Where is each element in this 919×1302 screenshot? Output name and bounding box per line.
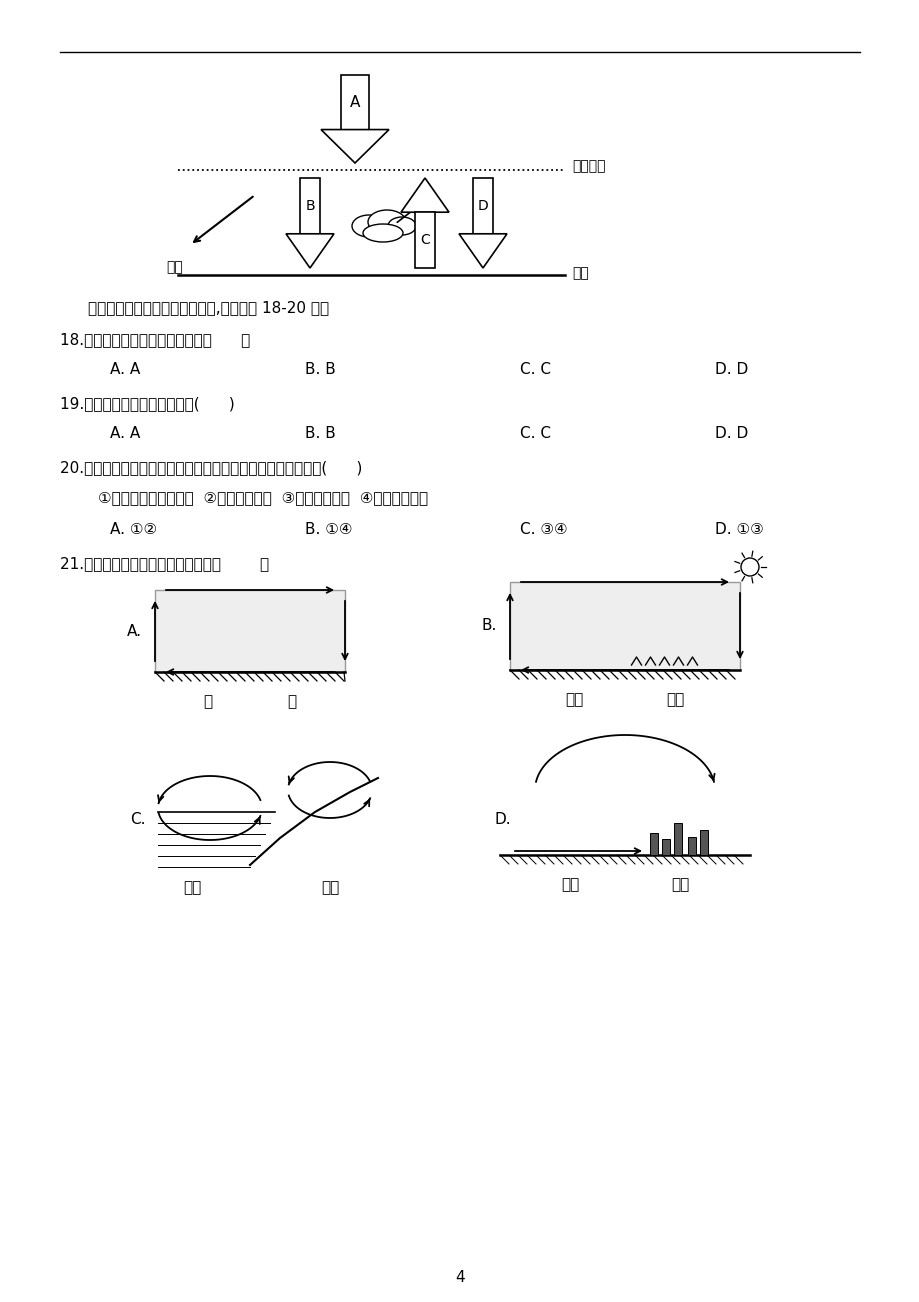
Text: 冷: 冷 <box>203 694 212 710</box>
Bar <box>650 833 657 855</box>
Text: 18.图中字母表示大气逆辐射的是（      ）: 18.图中字母表示大气逆辐射的是（ ） <box>60 332 250 348</box>
Text: A. A: A. A <box>110 426 140 441</box>
Bar <box>472 178 493 234</box>
Bar <box>154 590 345 672</box>
Text: A: A <box>349 95 360 109</box>
Polygon shape <box>321 130 389 163</box>
Bar <box>414 212 435 268</box>
Text: 读「地球大气受热过程示意图」,完成下列 18-20 题。: 读「地球大气受热过程示意图」,完成下列 18-20 题。 <box>88 299 329 315</box>
Text: 郊区: 郊区 <box>561 878 578 892</box>
Text: D. D: D. D <box>714 362 747 378</box>
Text: D. ①③: D. ①③ <box>714 522 763 536</box>
Bar <box>340 76 369 130</box>
Text: ①城市建筑物高大密集  ②绻地面积增大  ③能源消耗减小  ④城市人口剧增: ①城市建筑物高大密集 ②绻地面积增大 ③能源消耗减小 ④城市人口剧增 <box>98 490 427 505</box>
Polygon shape <box>401 178 448 212</box>
Text: 地面: 地面 <box>572 266 588 280</box>
Ellipse shape <box>363 224 403 242</box>
Text: D. D: D. D <box>714 426 747 441</box>
Bar <box>687 837 696 855</box>
Text: 草地: 草地 <box>665 691 684 707</box>
Bar <box>699 829 708 855</box>
Text: C. C: C. C <box>519 426 550 441</box>
Text: D.: D. <box>494 812 511 828</box>
Text: A.: A. <box>127 624 142 638</box>
Text: 19.近地面大气的热量主要来自(      ): 19.近地面大气的热量主要来自( ) <box>60 396 234 411</box>
Text: C. C: C. C <box>519 362 550 378</box>
Ellipse shape <box>352 215 386 237</box>
Text: 裸地: 裸地 <box>564 691 583 707</box>
Ellipse shape <box>368 210 405 234</box>
Text: 21.下列图中热力环流的正确画法是（        ）: 21.下列图中热力环流的正确画法是（ ） <box>60 556 269 572</box>
Bar <box>509 582 739 671</box>
Text: A. ①②: A. ①② <box>110 522 157 536</box>
Text: 4: 4 <box>455 1271 464 1285</box>
Text: 海洋: 海洋 <box>183 880 201 894</box>
Text: B. B: B. B <box>305 362 335 378</box>
Text: B. ①④: B. ①④ <box>305 522 352 536</box>
Text: A. A: A. A <box>110 362 140 378</box>
Text: D: D <box>477 199 488 214</box>
Polygon shape <box>459 234 506 268</box>
Text: 市区: 市区 <box>670 878 688 892</box>
Bar <box>674 823 681 855</box>
Text: B. B: B. B <box>305 426 335 441</box>
Ellipse shape <box>388 217 415 234</box>
Polygon shape <box>286 234 334 268</box>
Text: 吸收: 吸收 <box>166 260 183 273</box>
Text: C.: C. <box>130 812 145 828</box>
Text: 热: 热 <box>287 694 296 710</box>
Text: 大气上界: 大气上界 <box>572 159 605 173</box>
Bar <box>662 838 669 855</box>
Text: C: C <box>420 233 429 247</box>
Text: 陆地: 陆地 <box>321 880 339 894</box>
Text: B.: B. <box>482 618 497 634</box>
Bar <box>300 178 320 234</box>
Text: 20.我国东部地区不少城市出现了「热岛效应」，其主要原因有(      ): 20.我国东部地区不少城市出现了「热岛效应」，其主要原因有( ) <box>60 460 362 475</box>
Text: C. ③④: C. ③④ <box>519 522 567 536</box>
Text: B: B <box>305 199 314 214</box>
